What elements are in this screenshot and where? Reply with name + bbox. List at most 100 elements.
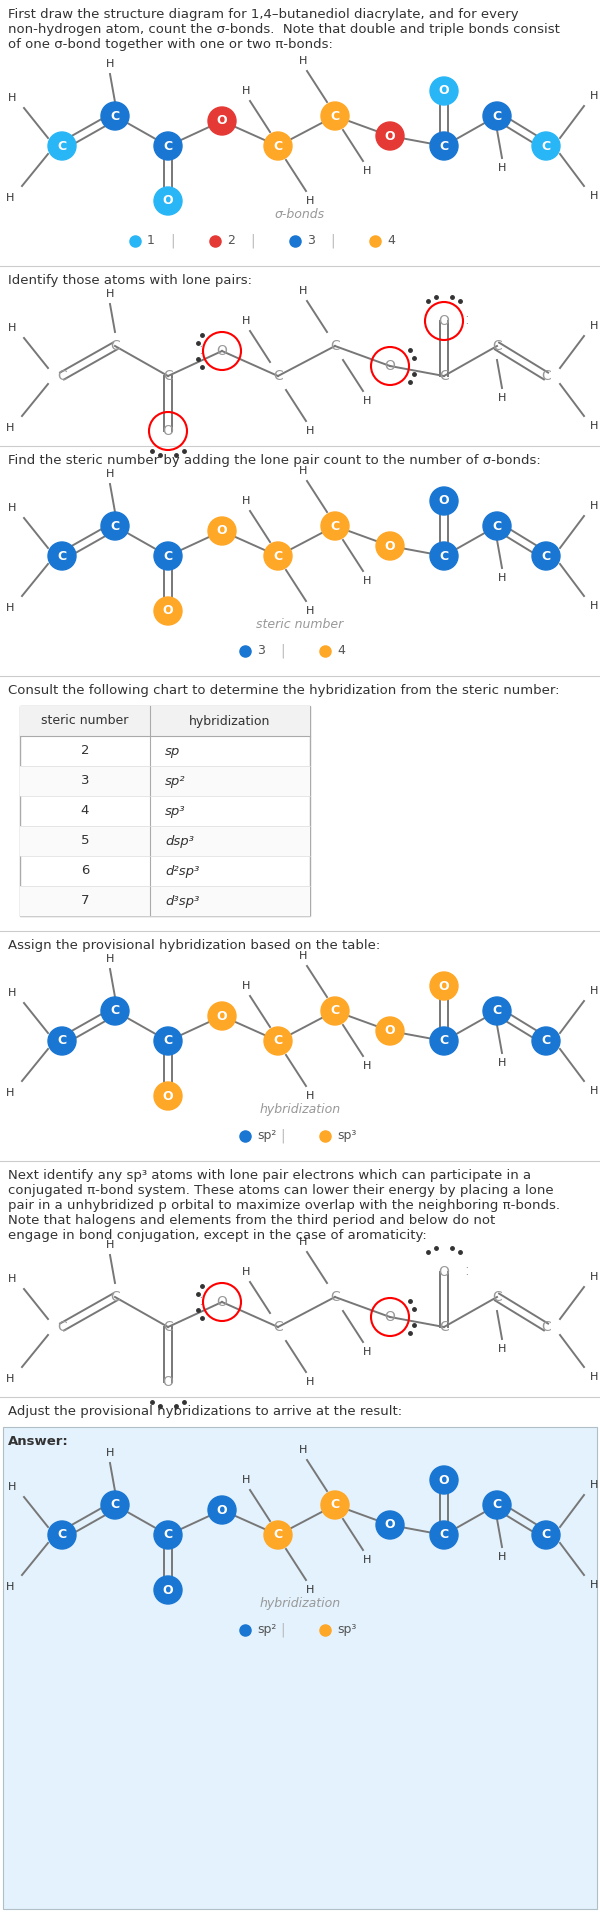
Text: |: | bbox=[281, 643, 286, 658]
Text: H: H bbox=[498, 163, 506, 172]
Text: H: H bbox=[8, 1481, 16, 1493]
Text: O: O bbox=[163, 195, 173, 207]
Circle shape bbox=[483, 1491, 511, 1520]
Text: O: O bbox=[439, 84, 449, 98]
Circle shape bbox=[376, 122, 404, 149]
Circle shape bbox=[483, 101, 511, 130]
Text: H: H bbox=[590, 1085, 598, 1097]
Text: H: H bbox=[306, 1091, 314, 1101]
Circle shape bbox=[154, 1522, 182, 1548]
Text: H: H bbox=[590, 421, 598, 431]
Text: |: | bbox=[331, 234, 335, 249]
Text: steric number: steric number bbox=[41, 714, 128, 727]
Text: H: H bbox=[6, 1087, 14, 1099]
Text: 4: 4 bbox=[337, 645, 345, 658]
Circle shape bbox=[376, 1510, 404, 1539]
Circle shape bbox=[430, 77, 458, 105]
Circle shape bbox=[154, 188, 182, 214]
Text: 4: 4 bbox=[81, 804, 89, 817]
Text: C: C bbox=[57, 369, 67, 383]
Text: H: H bbox=[106, 469, 114, 478]
Text: C: C bbox=[163, 1321, 173, 1334]
Text: Answer:: Answer: bbox=[8, 1436, 69, 1449]
Text: C: C bbox=[58, 140, 67, 153]
Circle shape bbox=[532, 1522, 560, 1548]
Text: O: O bbox=[439, 494, 449, 507]
Text: O: O bbox=[163, 1374, 173, 1390]
Text: O: O bbox=[385, 1309, 395, 1324]
Text: Find the steric number by adding the lone pair count to the number of σ-bonds:: Find the steric number by adding the lon… bbox=[8, 454, 541, 467]
Text: O: O bbox=[163, 1089, 173, 1102]
Circle shape bbox=[154, 542, 182, 570]
Text: sp²: sp² bbox=[257, 1129, 277, 1143]
Text: First draw the structure diagram for 1,4–butanediol diacrylate, and for every
no: First draw the structure diagram for 1,4… bbox=[8, 8, 560, 52]
Text: O: O bbox=[217, 1504, 227, 1516]
Text: C: C bbox=[493, 1499, 502, 1512]
Text: H: H bbox=[590, 1579, 598, 1591]
Text: C: C bbox=[163, 369, 173, 383]
Text: C: C bbox=[541, 1321, 551, 1334]
Text: C: C bbox=[492, 1290, 502, 1303]
Circle shape bbox=[101, 513, 129, 540]
Text: Identify those atoms with lone pairs:: Identify those atoms with lone pairs: bbox=[8, 274, 252, 287]
Text: hybridization: hybridization bbox=[259, 1598, 341, 1610]
Text: H: H bbox=[299, 56, 307, 65]
Circle shape bbox=[430, 972, 458, 999]
Text: H: H bbox=[299, 1445, 307, 1455]
Text: 4: 4 bbox=[387, 235, 395, 247]
Text: C: C bbox=[541, 1529, 551, 1541]
Text: H: H bbox=[8, 1275, 16, 1284]
Text: 2: 2 bbox=[227, 235, 235, 247]
Text: H: H bbox=[498, 1058, 506, 1068]
Circle shape bbox=[532, 1028, 560, 1055]
Circle shape bbox=[154, 132, 182, 161]
Text: C: C bbox=[110, 1005, 119, 1018]
Text: C: C bbox=[110, 339, 120, 352]
Circle shape bbox=[101, 1491, 129, 1520]
Text: H: H bbox=[498, 1344, 506, 1353]
Text: 1: 1 bbox=[147, 235, 155, 247]
Text: H: H bbox=[299, 951, 307, 961]
Text: C: C bbox=[439, 1321, 449, 1334]
FancyBboxPatch shape bbox=[20, 706, 310, 917]
Circle shape bbox=[321, 1491, 349, 1520]
Text: H: H bbox=[363, 167, 371, 176]
Text: H: H bbox=[590, 501, 598, 511]
Text: O: O bbox=[217, 1009, 227, 1022]
FancyBboxPatch shape bbox=[20, 827, 310, 856]
Text: |: | bbox=[281, 1623, 286, 1636]
Text: H: H bbox=[6, 423, 14, 433]
Text: C: C bbox=[273, 369, 283, 383]
Text: C: C bbox=[110, 519, 119, 532]
Circle shape bbox=[430, 132, 458, 161]
Text: C: C bbox=[439, 369, 449, 383]
Circle shape bbox=[154, 1028, 182, 1055]
Circle shape bbox=[154, 597, 182, 626]
Circle shape bbox=[376, 532, 404, 561]
Text: 3: 3 bbox=[257, 645, 265, 658]
Text: σ-bonds: σ-bonds bbox=[275, 209, 325, 222]
Circle shape bbox=[532, 542, 560, 570]
Text: C: C bbox=[439, 140, 449, 153]
Text: O: O bbox=[217, 345, 227, 358]
Text: H: H bbox=[590, 601, 598, 611]
Text: H: H bbox=[8, 323, 16, 333]
Text: O: O bbox=[439, 980, 449, 993]
Text: ·
·: · · bbox=[464, 1263, 467, 1280]
Text: 3: 3 bbox=[81, 775, 89, 787]
Text: dsp³: dsp³ bbox=[165, 835, 194, 848]
Circle shape bbox=[264, 1028, 292, 1055]
Text: C: C bbox=[492, 339, 502, 352]
Text: O: O bbox=[217, 115, 227, 128]
Text: steric number: steric number bbox=[256, 618, 344, 632]
Text: H: H bbox=[106, 59, 114, 69]
Text: C: C bbox=[274, 549, 283, 563]
Text: H: H bbox=[363, 1060, 371, 1072]
Circle shape bbox=[430, 1522, 458, 1548]
Text: H: H bbox=[306, 427, 314, 436]
Text: O: O bbox=[385, 1518, 395, 1531]
Text: C: C bbox=[163, 1034, 173, 1047]
Text: H: H bbox=[306, 195, 314, 207]
Text: hybridization: hybridization bbox=[190, 714, 271, 727]
Text: O: O bbox=[439, 1474, 449, 1487]
